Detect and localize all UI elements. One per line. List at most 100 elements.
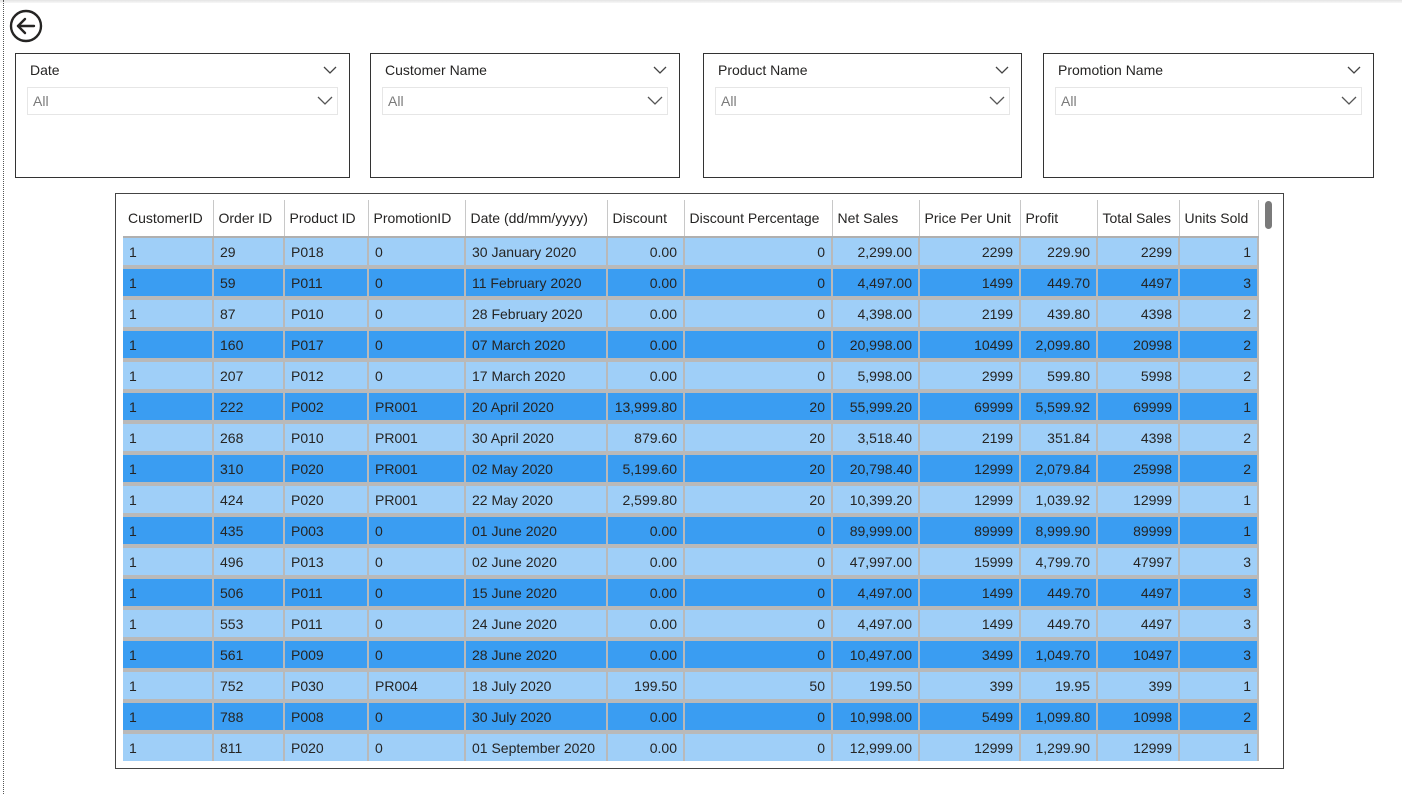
column-header[interactable]: Product ID — [284, 200, 369, 238]
table-cell: 0 — [684, 360, 833, 393]
table-cell: 1 — [1179, 237, 1259, 269]
slicer-header[interactable]: Customer Name — [385, 60, 667, 80]
table-row[interactable]: 1 811 P020 0 01 September 2020 0.00 0 12,999.00… — [123, 732, 1259, 761]
table-row[interactable]: 1 424 P020 PR001 22 May 2020 2,599.80 20 10,399… — [123, 484, 1259, 517]
table-cell: 351.84 — [1020, 422, 1098, 455]
table-row[interactable]: 1 207 P012 0 17 March 2020 0.00 0 5,998.00 2999 5… — [123, 360, 1259, 393]
customer-name-slicer: Customer Name All — [370, 53, 680, 178]
table-row[interactable]: 1 310 P020 PR001 02 May 2020 5,199.60 20 20,798… — [123, 453, 1259, 486]
table-cell: 4398 — [1097, 422, 1180, 455]
column-header[interactable]: Total Sales — [1097, 200, 1180, 238]
table-cell: 4398 — [1097, 298, 1180, 331]
table-cell: 0 — [368, 732, 466, 761]
vertical-scrollbar-thumb[interactable] — [1265, 201, 1272, 229]
slicer-title: Customer Name — [385, 62, 487, 78]
table-cell: 10,399.20 — [832, 484, 920, 517]
table-cell: 1 — [123, 391, 214, 424]
sales-table-visual: CustomerID Order ID Product ID Promotion… — [115, 193, 1284, 769]
table-row[interactable]: 1 561 P009 0 28 June 2020 0.00 0 10,497.00 3499 1… — [123, 639, 1259, 672]
column-header[interactable]: CustomerID — [123, 200, 214, 238]
table-cell: 1499 — [919, 577, 1021, 610]
column-header[interactable]: Date (dd/mm/yyyy) — [465, 200, 608, 238]
table-cell: 0.00 — [607, 298, 685, 331]
column-header[interactable]: Units Sold — [1179, 200, 1259, 238]
table-cell: 1 — [123, 701, 214, 734]
table-cell: 0 — [684, 515, 833, 548]
column-header[interactable]: Discount — [607, 200, 685, 238]
table-cell: 12999 — [919, 484, 1021, 517]
product-name-slicer: Product Name All — [703, 53, 1022, 178]
table-row[interactable]: 1 435 P003 0 01 June 2020 0.00 0 89,999.00 89999… — [123, 515, 1259, 548]
table-cell: 1 — [123, 237, 214, 269]
column-header[interactable]: Profit — [1020, 200, 1098, 238]
back-button[interactable] — [9, 9, 43, 43]
table-cell: 15999 — [919, 546, 1021, 579]
table-row[interactable]: 1 553 P011 0 24 June 2020 0.00 0 4,497.00 1499 44… — [123, 608, 1259, 641]
table-cell: 59 — [213, 267, 285, 300]
table-cell: 3 — [1179, 546, 1259, 579]
table-cell: 222 — [213, 391, 285, 424]
promotion-name-dropdown[interactable]: All — [1055, 87, 1362, 115]
slicer-header[interactable]: Product Name — [718, 60, 1009, 80]
table-cell: P003 — [284, 515, 369, 548]
table-scroll-area[interactable]: CustomerID Order ID Product ID Promotion… — [123, 200, 1259, 761]
column-header[interactable]: Discount Percentage — [684, 200, 833, 238]
table-row[interactable]: 1 222 P002 PR001 20 April 2020 13,999.80 20 55,… — [123, 391, 1259, 424]
customer-name-dropdown[interactable]: All — [382, 87, 668, 115]
table-cell: 5,998.00 — [832, 360, 920, 393]
table-cell: 1 — [123, 422, 214, 455]
table-cell: 0.00 — [607, 608, 685, 641]
table-cell: P020 — [284, 453, 369, 486]
table-cell: 0 — [368, 577, 466, 610]
table-cell: 1 — [123, 360, 214, 393]
slicer-header[interactable]: Date — [30, 60, 337, 80]
table-cell: 1 — [123, 732, 214, 761]
table-cell: 24 June 2020 — [465, 608, 608, 641]
table-cell: 3 — [1179, 639, 1259, 672]
table-cell: 506 — [213, 577, 285, 610]
table-cell: 0.00 — [607, 701, 685, 734]
table-cell: 2 — [1179, 701, 1259, 734]
table-cell: 1,039.92 — [1020, 484, 1098, 517]
table-cell: 0 — [684, 639, 833, 672]
table-cell: 2999 — [919, 360, 1021, 393]
chevron-down-icon[interactable] — [1347, 66, 1361, 75]
column-header[interactable]: Net Sales — [832, 200, 920, 238]
table-cell: 553 — [213, 608, 285, 641]
chevron-down-icon[interactable] — [653, 66, 667, 75]
table-row[interactable]: 1 788 P008 0 30 July 2020 0.00 0 10,998.00 5499 1… — [123, 701, 1259, 734]
table-row[interactable]: 1 506 P011 0 15 June 2020 0.00 0 4,497.00 1499 44… — [123, 577, 1259, 610]
table-cell: 2299 — [919, 237, 1021, 269]
column-header[interactable]: Price Per Unit — [919, 200, 1021, 238]
table-row[interactable]: 1 59 P011 0 11 February 2020 0.00 0 4,497.00 149… — [123, 267, 1259, 300]
table-row[interactable]: 1 752 P030 PR004 18 July 2020 199.50 50 199.50 3… — [123, 670, 1259, 703]
table-cell: 4,497.00 — [832, 577, 920, 610]
table-cell: 0 — [684, 329, 833, 362]
date-dropdown[interactable]: All — [27, 87, 338, 115]
table-cell: P012 — [284, 360, 369, 393]
table-cell: P011 — [284, 577, 369, 610]
table-cell: 02 June 2020 — [465, 546, 608, 579]
chevron-down-icon[interactable] — [995, 66, 1009, 75]
table-cell: 1,099.80 — [1020, 701, 1098, 734]
table-cell: 788 — [213, 701, 285, 734]
column-header[interactable]: Order ID — [213, 200, 285, 238]
table-row[interactable]: 1 160 P017 0 07 March 2020 0.00 0 20,998.00 1049… — [123, 329, 1259, 362]
chevron-down-icon[interactable] — [323, 66, 337, 75]
product-name-dropdown[interactable]: All — [715, 87, 1010, 115]
top-toolbar-strip — [0, 0, 1402, 3]
table-row[interactable]: 1 268 P010 PR001 30 April 2020 879.60 20 3,518.… — [123, 422, 1259, 455]
table-row[interactable]: 1 87 P010 0 28 February 2020 0.00 0 4,398.00 219… — [123, 298, 1259, 331]
table-cell: 0.00 — [607, 639, 685, 672]
column-header[interactable]: PromotionID — [368, 200, 466, 238]
table-row[interactable]: 1 29 P018 0 30 January 2020 0.00 0 2,299.00 2299… — [123, 237, 1259, 269]
slicer-header[interactable]: Promotion Name — [1058, 60, 1361, 80]
table-cell: 1 — [123, 484, 214, 517]
table-cell: 207 — [213, 360, 285, 393]
table-cell: 0 — [684, 298, 833, 331]
table-cell: 4,799.70 — [1020, 546, 1098, 579]
table-row[interactable]: 1 496 P013 0 02 June 2020 0.00 0 47,997.00 15999… — [123, 546, 1259, 579]
table-cell: 30 July 2020 — [465, 701, 608, 734]
table-cell: 25998 — [1097, 453, 1180, 486]
